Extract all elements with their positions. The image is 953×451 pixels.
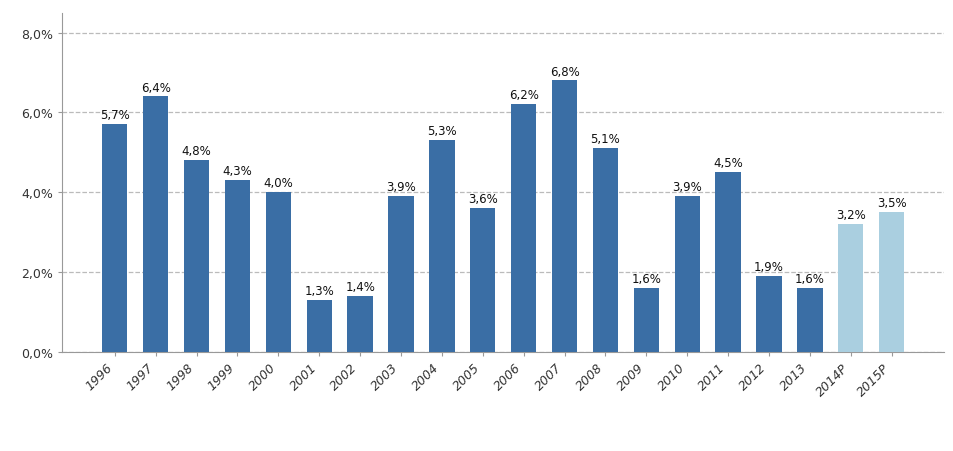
Bar [878, 212, 903, 352]
Bar [429, 141, 454, 352]
Text: 5,7%: 5,7% [100, 109, 130, 122]
Text: 5,1%: 5,1% [590, 133, 619, 146]
Text: 5,3%: 5,3% [427, 125, 456, 138]
Text: 3,2%: 3,2% [835, 209, 864, 221]
Text: 3,6%: 3,6% [467, 193, 497, 206]
Text: 4,0%: 4,0% [263, 177, 293, 190]
Bar [838, 225, 862, 352]
Text: 6,4%: 6,4% [141, 81, 171, 94]
Bar [225, 181, 250, 352]
Bar [756, 276, 781, 352]
Bar [715, 173, 740, 352]
Bar [470, 208, 495, 352]
Text: 1,3%: 1,3% [304, 284, 334, 297]
Bar [592, 149, 618, 352]
Bar [143, 97, 168, 352]
Text: 3,5%: 3,5% [876, 197, 905, 210]
Bar [552, 81, 577, 352]
Text: 6,8%: 6,8% [549, 65, 578, 78]
Bar [265, 193, 291, 352]
Text: 1,6%: 1,6% [631, 272, 660, 285]
Text: 6,2%: 6,2% [508, 89, 538, 102]
Bar [306, 300, 332, 352]
Bar [102, 125, 128, 352]
Text: 3,9%: 3,9% [672, 181, 701, 194]
Bar [674, 197, 700, 352]
Bar [347, 296, 373, 352]
Bar [388, 197, 414, 352]
Bar [797, 288, 821, 352]
Text: 4,5%: 4,5% [713, 157, 742, 170]
Text: 3,9%: 3,9% [386, 181, 416, 194]
Text: 4,3%: 4,3% [222, 165, 253, 178]
Text: 1,9%: 1,9% [753, 260, 783, 273]
Bar [633, 288, 659, 352]
Text: 1,4%: 1,4% [345, 281, 375, 293]
Text: 1,6%: 1,6% [794, 272, 824, 285]
Bar [511, 105, 536, 352]
Text: 4,8%: 4,8% [181, 145, 212, 158]
Bar [184, 161, 209, 352]
